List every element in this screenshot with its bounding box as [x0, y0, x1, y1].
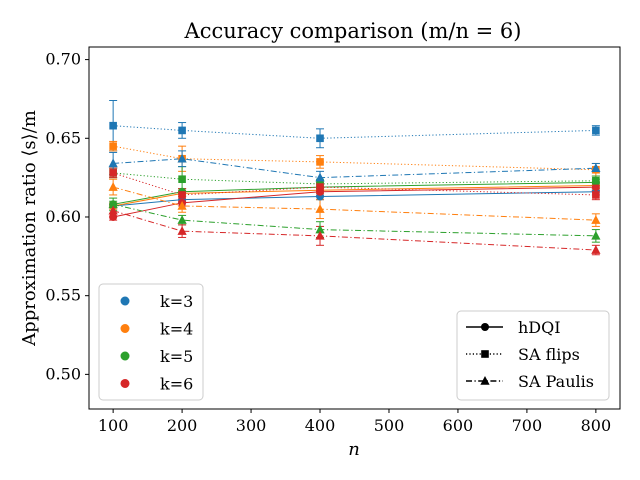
point-sa-flips-k-5 [592, 176, 600, 185]
x-tick-label: 100 [98, 416, 129, 435]
x-tick-label: 400 [305, 416, 336, 435]
y-tick-label: 0.55 [45, 286, 81, 305]
point-sa-paulis-k-6 [591, 244, 601, 254]
line-hdqi-k-4 [113, 185, 596, 207]
x-tick-label: 700 [512, 416, 543, 435]
x-axis-label: n [348, 439, 360, 460]
legend-k-label: k=5 [160, 347, 193, 366]
x-tick-label: 600 [443, 416, 474, 435]
legend-method-label: hDQI [518, 318, 561, 337]
point-hdqi-k-6 [109, 212, 118, 221]
line-sa-flips-k-3 [113, 125, 596, 139]
y-tick-label: 0.50 [45, 364, 81, 383]
line-sa-paulis-k-3 [113, 158, 596, 179]
point-sa-flips-k-4 [316, 158, 324, 166]
legend-method-marker [481, 350, 489, 358]
point-sa-paulis-k-5 [315, 224, 325, 234]
y-axis-ticks: 0.50 0.55 0.60 0.65 0.70 [45, 50, 89, 383]
line-sa-flips-k-5 [113, 172, 596, 185]
point-sa-paulis-k-3 [108, 158, 118, 168]
point-sa-flips-k-3 [109, 121, 117, 130]
point-sa-flips-k-4 [109, 142, 117, 150]
point-sa-flips-k-6 [109, 169, 117, 177]
series-lines [112, 125, 596, 251]
legend-method-marker [481, 323, 489, 331]
point-sa-paulis-k-4 [108, 182, 118, 191]
point-sa-flips-k-3 [316, 134, 324, 143]
y-tick-label: 0.70 [45, 50, 81, 69]
point-sa-paulis-k-5 [591, 230, 601, 240]
series-markers [108, 121, 601, 254]
x-tick-label: 800 [581, 416, 612, 435]
y-tick-label: 0.60 [45, 207, 81, 226]
line-sa-paulis-k-4 [113, 186, 596, 221]
point-sa-paulis-k-5 [177, 215, 187, 224]
line-hdqi-k-5 [113, 181, 596, 205]
legend-k-marker [120, 296, 130, 306]
point-sa-paulis-k-6 [177, 226, 187, 235]
line-hdqi-k-3 [113, 191, 596, 207]
y-tick-label: 0.65 [45, 128, 81, 147]
point-sa-flips-k-6 [178, 191, 186, 199]
point-sa-flips-k-3 [178, 126, 186, 135]
x-tick-label: 500 [374, 416, 405, 435]
legend-method-box [456, 310, 610, 401]
point-sa-paulis-k-4 [315, 204, 325, 213]
legend-method-label: SA flips [518, 345, 580, 364]
point-sa-flips-k-6 [316, 183, 324, 191]
legend-k: k=3 k=4 k=5 k=6 [98, 283, 204, 401]
legend-k-box [98, 283, 204, 401]
line-hdqi-k-6 [113, 186, 596, 218]
legend-k-marker [120, 351, 130, 361]
point-sa-paulis-k-3 [591, 163, 601, 172]
chart-title: Accuracy comparison (m/n = 6) [184, 19, 522, 43]
legend-k-label: k=6 [160, 375, 193, 394]
point-sa-paulis-k-4 [591, 215, 601, 224]
legend-k-marker [120, 324, 130, 333]
point-hdqi-k-6 [591, 183, 600, 192]
line-sa-flips-k-4 [113, 145, 596, 171]
legend-k-marker [120, 379, 130, 388]
line-sa-paulis-k-5 [113, 203, 596, 237]
x-tick-label: 300 [236, 416, 267, 435]
point-sa-paulis-k-4 [177, 200, 187, 210]
legend-k-label: k=4 [160, 320, 193, 339]
plot-frame [88, 46, 621, 410]
point-sa-paulis-k-6 [315, 230, 325, 240]
x-axis-ticks: 100 200 300 400 500 600 700 800 [98, 409, 611, 435]
point-sa-paulis-k-3 [315, 172, 325, 182]
point-sa-flips-k-3 [592, 126, 600, 135]
point-sa-flips-k-6 [592, 191, 600, 199]
legend-method: hDQI SA flips SA Paulis [456, 310, 610, 401]
point-sa-paulis-k-5 [108, 199, 118, 209]
point-sa-paulis-k-6 [108, 205, 118, 215]
legend-method-marker [480, 375, 490, 385]
point-sa-paulis-k-3 [177, 153, 187, 163]
legend-method-label: SA Paulis [518, 372, 594, 391]
y-axis-label: Approximation ratio ⟨s⟩/m [19, 110, 40, 347]
x-tick-label: 200 [167, 416, 198, 435]
legend-k-label: k=3 [160, 292, 193, 311]
point-sa-flips-k-5 [178, 175, 186, 184]
